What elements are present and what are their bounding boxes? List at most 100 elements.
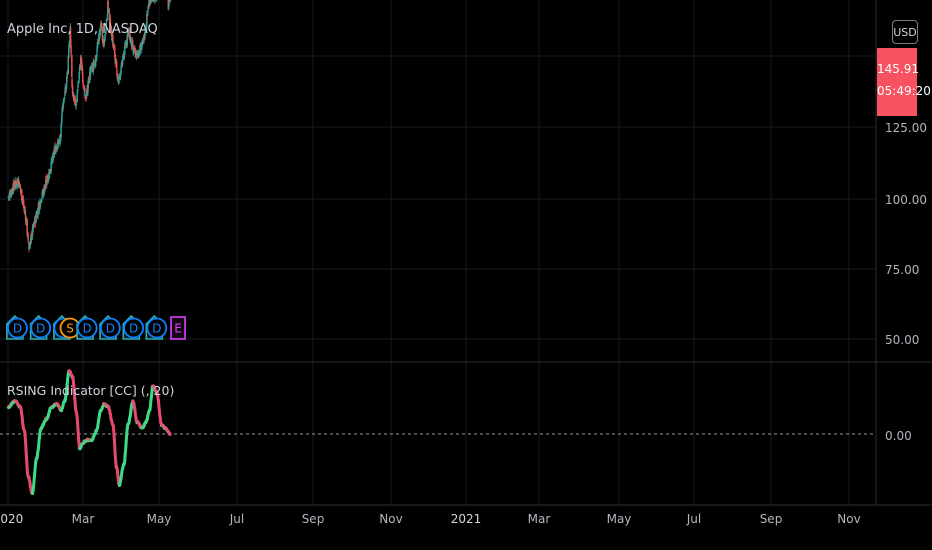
time-axis-tick: Mar	[527, 512, 551, 526]
candle-body	[39, 204, 42, 207]
last-price-value: 145.91	[877, 62, 919, 76]
candle-body	[114, 58, 117, 60]
candle-body	[19, 185, 22, 188]
indicator-title: RSING Indicator [CC] (, 20)	[7, 383, 175, 398]
time-axis-tick: Sep	[759, 512, 783, 526]
candle-body	[116, 70, 118, 77]
candle-body	[60, 124, 62, 137]
candle-body	[107, 1, 109, 10]
candle-body	[54, 146, 56, 154]
candle-body	[91, 66, 94, 71]
candle-body	[104, 34, 106, 41]
candle-body	[11, 189, 13, 192]
candle-body	[57, 141, 60, 145]
candle-body	[146, 14, 148, 27]
candle-body	[71, 78, 73, 88]
candle-body	[30, 236, 33, 240]
dividend-marker[interactable]: D	[30, 317, 52, 339]
candle-body	[73, 101, 76, 102]
candle-body	[67, 55, 70, 74]
candle-body	[51, 161, 53, 162]
candle-body	[88, 76, 90, 83]
candle-body	[61, 107, 63, 116]
candle-body	[108, 10, 111, 13]
candle-body	[56, 147, 58, 149]
candle-body	[68, 49, 70, 58]
candle-body	[93, 64, 95, 67]
candle-body	[89, 67, 92, 76]
indicator-axis-tick: 0.00	[885, 429, 912, 443]
candle-body	[138, 51, 140, 56]
currency-button[interactable]: USD	[892, 20, 918, 44]
candle-body	[82, 75, 84, 82]
candle-body	[23, 210, 26, 211]
candle-body	[116, 75, 119, 77]
candle-body	[79, 66, 81, 68]
candle-body	[108, 13, 111, 23]
time-axis-tick: Sep	[301, 512, 325, 526]
dividend-marker[interactable]: D	[7, 317, 28, 339]
time-axis-tick: Nov	[837, 512, 861, 526]
candle-body	[81, 62, 83, 71]
time-axis-tick: Jul	[686, 512, 702, 526]
candle-body	[47, 176, 50, 181]
candle-body	[50, 162, 53, 164]
candle-body	[106, 19, 108, 21]
candle-body	[144, 26, 147, 35]
event-label: D	[152, 322, 161, 336]
time-axis-tick: May	[606, 512, 632, 526]
candle-body	[24, 210, 27, 216]
candle-body	[62, 101, 65, 107]
candle-body	[120, 66, 122, 74]
price-axis-tick: 50.00	[885, 333, 920, 347]
dividend-marker[interactable]: D	[99, 317, 121, 339]
candle-body	[73, 96, 76, 102]
candle-body	[149, 0, 152, 2]
event-label: D	[106, 322, 115, 336]
candle-body	[98, 30, 101, 39]
candle-body	[82, 86, 85, 89]
candle-body	[48, 169, 51, 174]
candle-body	[34, 217, 37, 224]
candle-body	[153, 0, 156, 1]
event-label: D	[83, 322, 92, 336]
candle-body	[136, 52, 138, 55]
time-axis-tick: Nov	[379, 512, 403, 526]
candle-body	[70, 38, 72, 48]
dividend-marker[interactable]: D	[146, 317, 168, 339]
candle-body	[97, 40, 99, 43]
chart-title: Apple Inc, 1D, NASDAQ	[7, 22, 158, 37]
candle-body	[21, 189, 23, 201]
candle-body	[107, 8, 110, 9]
price-axis-tick: 125.00	[885, 121, 927, 135]
candle-body	[140, 44, 142, 50]
future-earnings-marker[interactable]: E	[170, 316, 186, 340]
candle-body	[60, 121, 63, 126]
candle-body	[110, 29, 113, 37]
candle-body	[56, 145, 59, 149]
candle-body	[102, 38, 104, 46]
candle-body	[75, 104, 78, 105]
candle-body	[168, 0, 171, 2]
candle-body	[41, 192, 44, 195]
candle-body	[127, 29, 129, 33]
candle-body	[66, 72, 69, 75]
event-label: E	[174, 322, 182, 336]
candle-body	[32, 223, 35, 227]
candle-body	[131, 40, 133, 47]
event-label: D	[13, 322, 22, 336]
candle-body	[112, 35, 114, 46]
candle-body	[22, 200, 24, 202]
time-axis-tick: Jul	[229, 512, 245, 526]
candle-body	[39, 199, 42, 204]
candle-body	[16, 185, 19, 187]
dividend-marker[interactable]: D	[123, 317, 145, 339]
split-marker[interactable]: S	[59, 317, 81, 339]
candle-body	[102, 35, 104, 38]
dividend-marker[interactable]: D	[76, 317, 98, 339]
candle-body	[20, 190, 22, 192]
candle-body	[147, 9, 149, 13]
candle-body	[146, 14, 149, 16]
time-axis-tick: May	[146, 512, 172, 526]
